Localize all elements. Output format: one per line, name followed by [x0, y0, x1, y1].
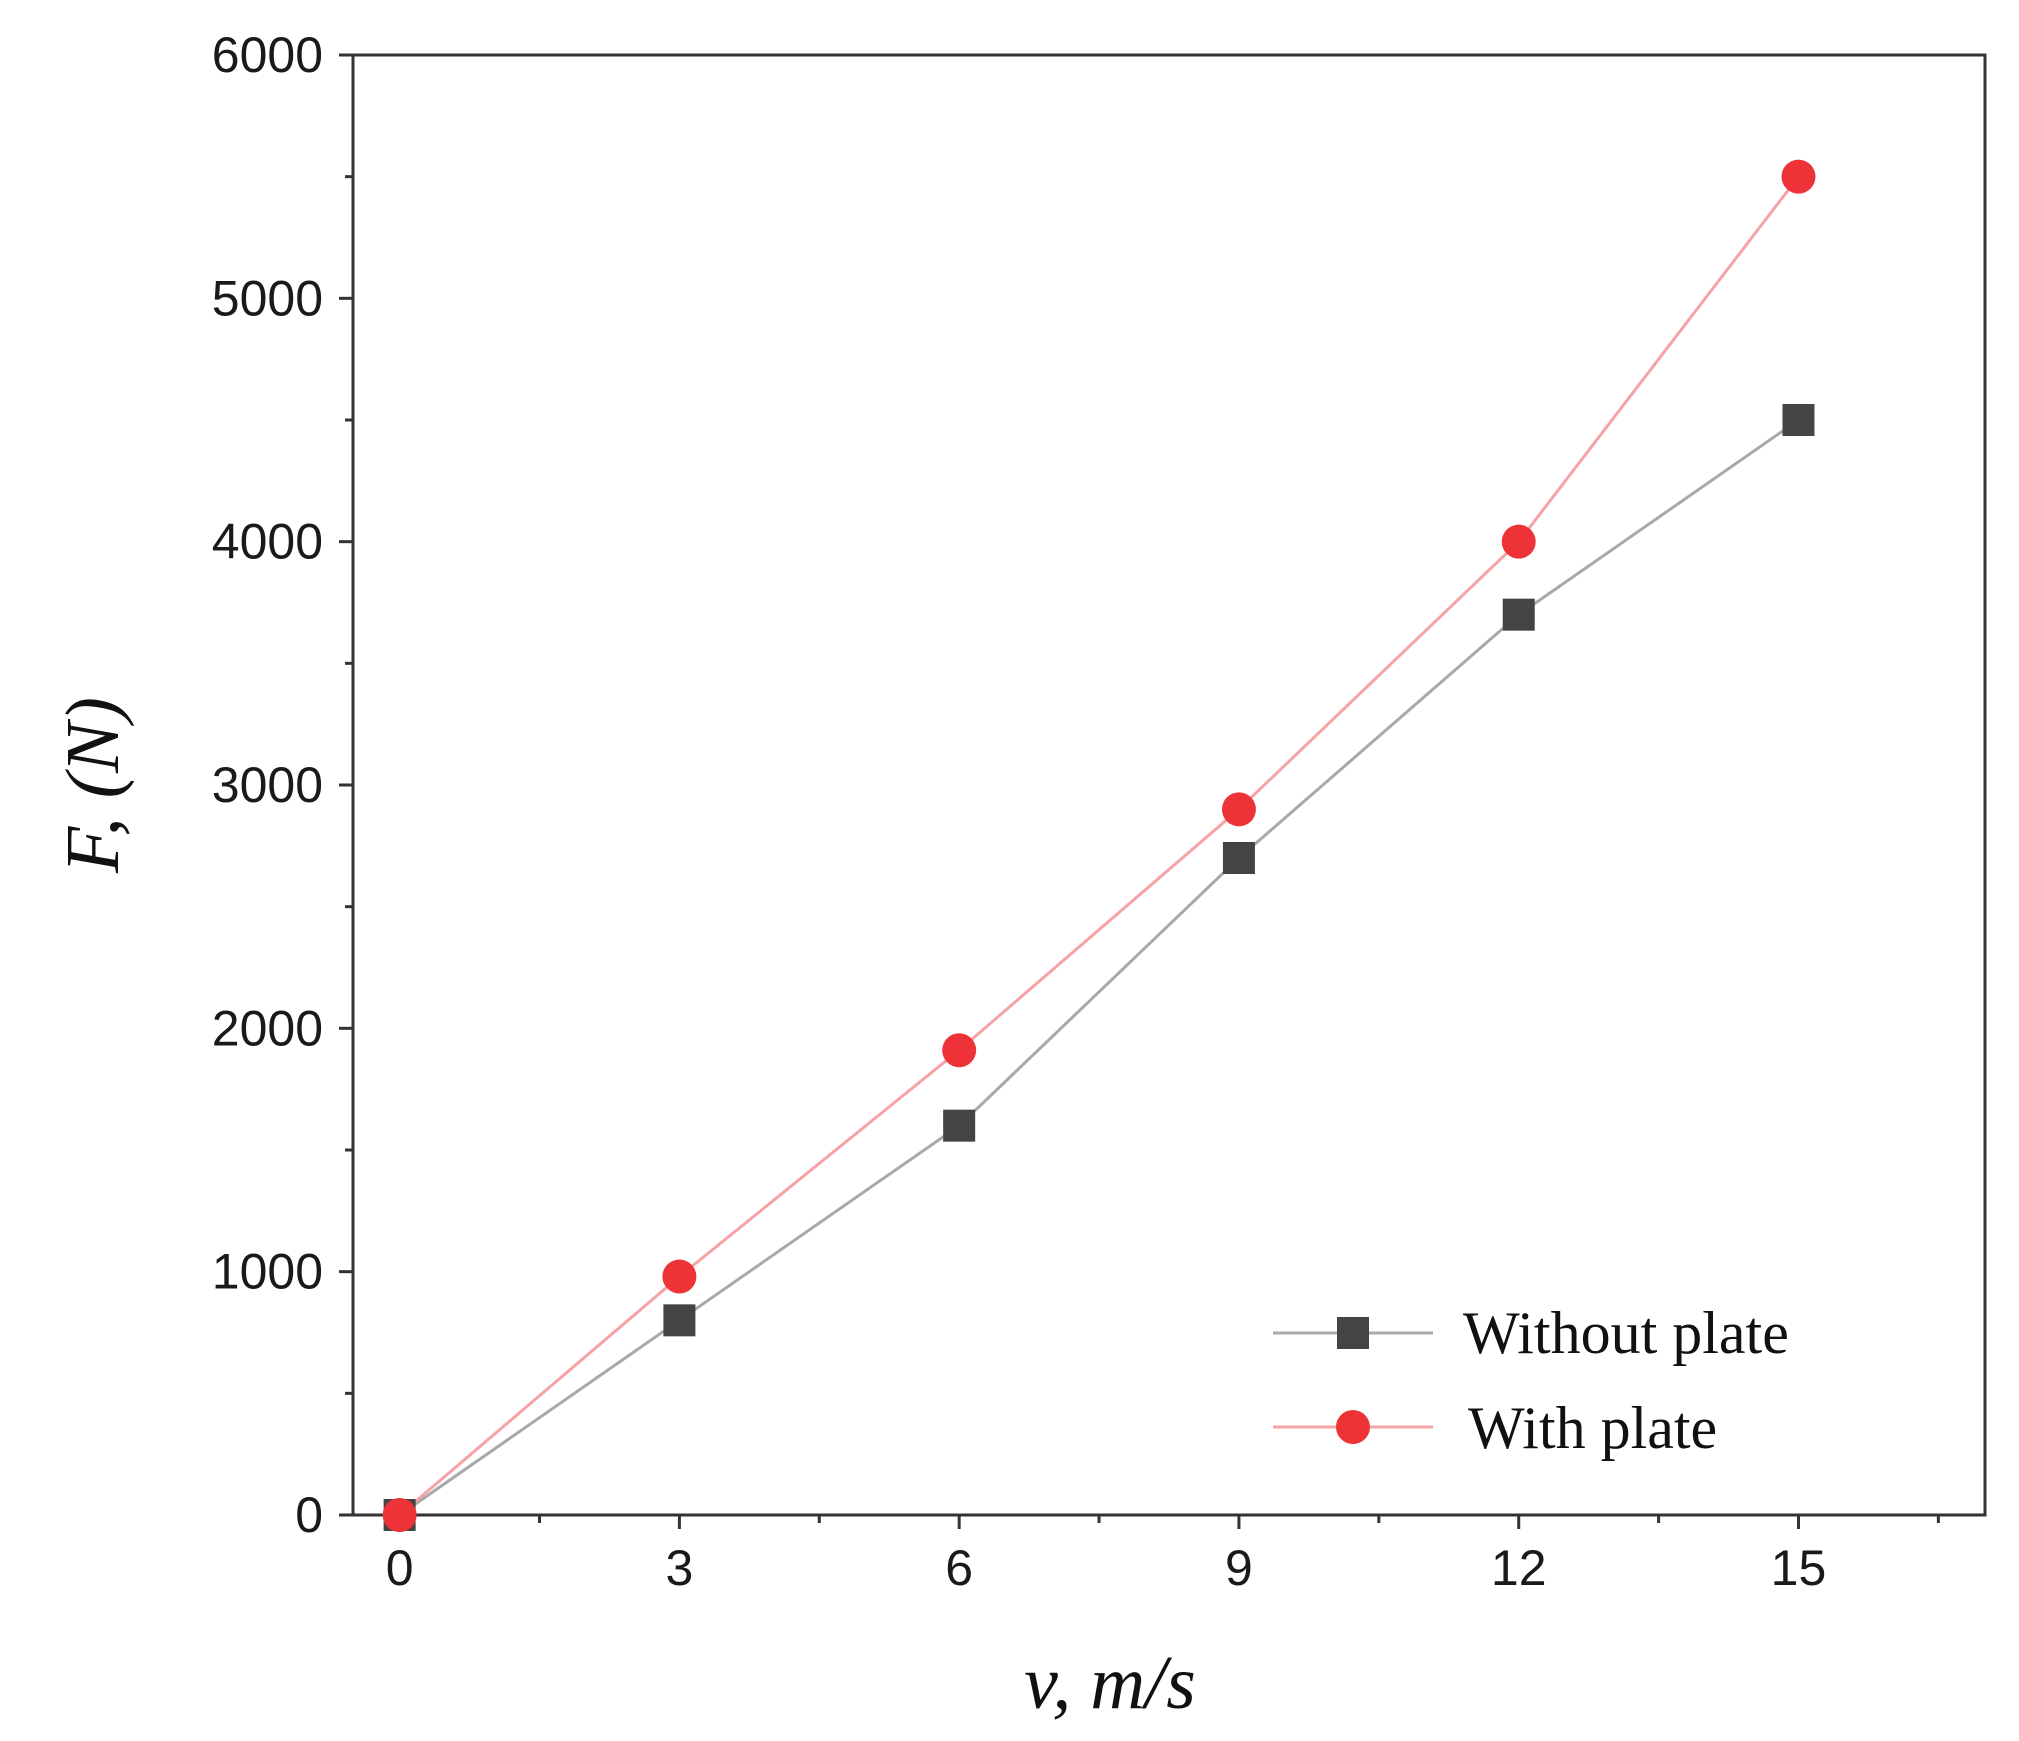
- y-tick-label: 4000: [212, 514, 323, 570]
- y-axis-title: F, (N): [51, 697, 135, 874]
- y-tick-label: 3000: [212, 757, 323, 813]
- x-tick-label: 15: [1771, 1540, 1827, 1596]
- plot-frame: [351, 53, 1987, 1517]
- data-point-without-plate: [943, 1109, 976, 1142]
- data-point-with-plate: [1781, 159, 1816, 194]
- legend-item-without-plate: Without plate: [1273, 1300, 1789, 1366]
- y-tick-label: 2000: [212, 1000, 323, 1056]
- series-layer: [382, 159, 1816, 1532]
- data-point-without-plate: [1502, 598, 1535, 631]
- y-tick-label: 5000: [212, 270, 323, 326]
- data-point-without-plate: [663, 1304, 696, 1337]
- x-tick-label: 12: [1491, 1540, 1547, 1596]
- data-point-without-plate: [1782, 404, 1815, 436]
- y-tick-label: 6000: [212, 27, 323, 83]
- x-tick-label: 9: [1225, 1540, 1253, 1596]
- data-point-with-plate: [662, 1259, 697, 1294]
- legend: Without plate With plate: [1273, 1300, 1789, 1461]
- data-point-without-plate: [1222, 842, 1255, 874]
- legend-label-without-plate: Without plate: [1463, 1300, 1789, 1366]
- legend-item-with-plate: With plate: [1273, 1395, 1717, 1461]
- x-tick-label: 6: [945, 1540, 973, 1596]
- data-point-with-plate: [1221, 792, 1256, 827]
- series-line-without-plate: [398, 418, 1800, 1517]
- series-line-with-plate: [398, 175, 1800, 1517]
- legend-marker-with-plate: [1336, 1410, 1370, 1444]
- y-axis-ticks: 0 1000 2000 3000 4000 5000 6000: [212, 27, 353, 1543]
- data-point-with-plate: [1501, 524, 1536, 559]
- data-point-with-plate: [942, 1033, 977, 1068]
- x-tick-label: 3: [665, 1540, 693, 1596]
- y-tick-label: 1000: [212, 1244, 323, 1300]
- x-axis-title: v, m/s: [1024, 1641, 1196, 1725]
- data-point-with-plate: [382, 1498, 417, 1532]
- x-axis-ticks: 0 3 6 9 12 15: [386, 1515, 1940, 1596]
- y-tick-label: 0: [295, 1487, 323, 1543]
- legend-label-with-plate: With plate: [1468, 1395, 1717, 1461]
- legend-marker-without-plate: [1337, 1317, 1369, 1349]
- x-tick-label: 0: [386, 1540, 414, 1596]
